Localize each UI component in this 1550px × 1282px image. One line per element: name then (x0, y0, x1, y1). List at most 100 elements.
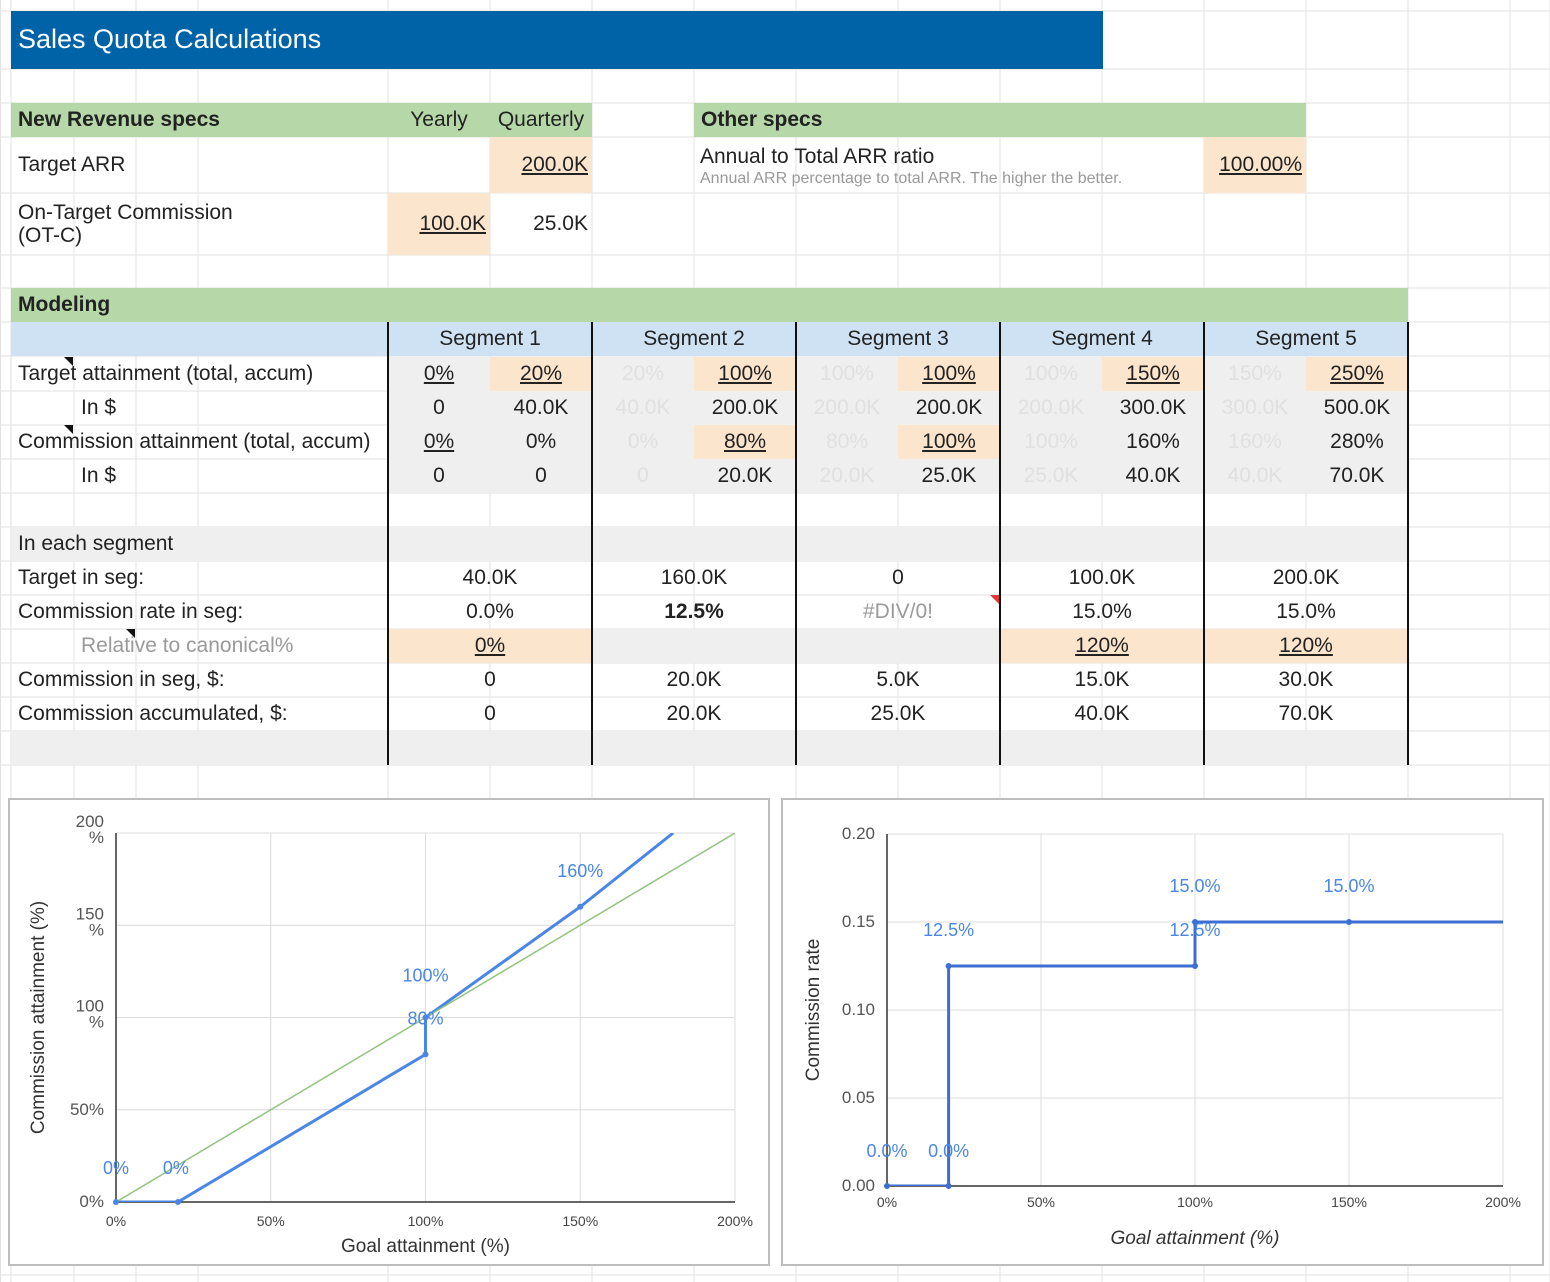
otc-label: On-Target Commission (OT-C) (18, 200, 233, 247)
x-tick-label: 150% (562, 1213, 598, 1229)
target-usd-cell[interactable]: 200.0K (1000, 391, 1102, 425)
y-axis-title: Commission rate (803, 939, 824, 1082)
commission-accum-cell[interactable]: 0 (484, 702, 496, 726)
target-usd-cell[interactable]: 200.0K (796, 391, 898, 425)
commission-in-seg-cell[interactable]: 20.0K (666, 668, 722, 692)
data-point (1346, 919, 1352, 925)
commission-usd-cell[interactable]: 0 (388, 459, 490, 493)
commission-attainment-cell[interactable]: 0% (388, 425, 490, 459)
specs-header: New Revenue specs (18, 108, 220, 132)
commission-attainment-chart[interactable]: 0%50%100%150%200%0%50%100%150%200%0%0%80… (8, 798, 770, 1266)
commission-accum-cell[interactable]: 20.0K (666, 702, 722, 726)
target-attainment-cell[interactable]: 100% (898, 357, 1000, 391)
target-attainment-cell[interactable]: 100% (694, 357, 796, 391)
otc-quarterly-cell[interactable]: 25.0K (533, 212, 588, 236)
rate-in-seg-cell[interactable]: #DIV/0! (862, 600, 934, 624)
note-marker (64, 425, 73, 434)
target-in-seg-cell[interactable]: 200.0K (1272, 566, 1340, 590)
rate-in-seg-cell[interactable]: 15.0% (1276, 600, 1336, 624)
commission-accum-cell[interactable]: 70.0K (1278, 702, 1334, 726)
relative-canonical-cell[interactable]: 120% (1000, 629, 1204, 663)
target-usd-cell[interactable]: 0 (388, 391, 490, 425)
segment-header-5: Segment 5 (1255, 327, 1357, 351)
target-attainment-cell[interactable]: 100% (1000, 357, 1102, 391)
commission-usd-cell[interactable]: 25.0K (1000, 459, 1102, 493)
commission-usd-label: In $ (81, 464, 117, 488)
segment-divider (1407, 322, 1409, 765)
target-usd-cell[interactable]: 200.0K (694, 391, 796, 425)
ratio-value-cell[interactable]: 100.00% (1204, 137, 1306, 193)
x-axis-title: Goal attainment (%) (341, 1236, 510, 1257)
data-point (577, 903, 584, 910)
target-in-seg-cell[interactable]: 40.0K (462, 566, 518, 590)
target-attainment-cell[interactable]: 150% (1102, 357, 1204, 391)
data-label: 15.0% (1323, 876, 1374, 896)
target-attainment-cell[interactable]: 100% (796, 357, 898, 391)
rate-in-seg-cell[interactable]: 15.0% (1072, 600, 1132, 624)
commission-in-seg-cell[interactable]: 15.0K (1074, 668, 1130, 692)
commission-in-seg-cell[interactable]: 5.0K (876, 668, 920, 692)
data-label: 0% (163, 1158, 189, 1178)
x-tick-label: 50% (1027, 1194, 1055, 1210)
y-tick-label: 0.20 (842, 824, 875, 843)
commission-attainment-cell[interactable]: 160% (1102, 425, 1204, 459)
relative-canonical-cell[interactable] (796, 629, 1000, 663)
target-in-seg-cell[interactable]: 160.0K (660, 566, 728, 590)
commission-attainment-cell[interactable]: 280% (1306, 425, 1408, 459)
commission-usd-cell[interactable]: 70.0K (1306, 459, 1408, 493)
segment-divider (795, 322, 797, 765)
target-in-seg-label: Target in seg: (18, 566, 145, 590)
relative-canonical-cell[interactable]: 120% (1204, 629, 1408, 663)
commission-in-seg-cell[interactable]: 0 (484, 668, 496, 692)
target-attainment-label: Target attainment (total, accum) (18, 362, 314, 386)
relative-canonical-cell[interactable]: 0% (388, 629, 592, 663)
rate-in-seg-cell[interactable]: 12.5% (664, 600, 724, 624)
target-attainment-cell[interactable]: 0% (388, 357, 490, 391)
target-in-seg-cell[interactable]: 0 (892, 566, 904, 590)
segment-section-band (11, 527, 1408, 561)
commission-accum-cell[interactable]: 25.0K (870, 702, 926, 726)
commission-usd-cell[interactable]: 20.0K (694, 459, 796, 493)
data-point (422, 1014, 429, 1021)
target-attainment-cell[interactable]: 20% (592, 357, 694, 391)
other-specs-header: Other specs (694, 103, 1306, 137)
segment-header-band (11, 322, 1408, 356)
commission-rate-chart[interactable]: 0% 50% 100% 150% 200% 0.00 0.05 0.10 0.15 0.20 0.0… (781, 798, 1544, 1266)
commission-usd-cell[interactable]: 40.0K (1204, 459, 1306, 493)
data-label: 12.5% (923, 920, 974, 940)
rate-in-seg-cell[interactable]: 0.0% (466, 600, 514, 624)
commission-usd-cell[interactable]: 25.0K (898, 459, 1000, 493)
commission-accum-cell[interactable]: 40.0K (1074, 702, 1130, 726)
target-arr-quarterly-cell[interactable]: 200.0K (490, 137, 592, 193)
otc-yearly-cell[interactable]: 100.0K (388, 193, 490, 255)
commission-attainment-cell[interactable]: 100% (1000, 425, 1102, 459)
target-usd-cell[interactable]: 40.0K (490, 391, 592, 425)
data-point (945, 963, 952, 969)
y-tick-label: 0.15 (842, 912, 875, 931)
relative-canonical-cell[interactable] (592, 629, 796, 663)
data-point (1192, 919, 1198, 925)
commission-attainment-cell[interactable]: 160% (1204, 425, 1306, 459)
commission-usd-cell[interactable]: 40.0K (1102, 459, 1204, 493)
target-usd-cell[interactable]: 500.0K (1306, 391, 1408, 425)
commission-attainment-cell[interactable]: 80% (796, 425, 898, 459)
commission-attainment-cell[interactable]: 0% (592, 425, 694, 459)
data-point (113, 1199, 119, 1205)
target-usd-cell[interactable]: 40.0K (592, 391, 694, 425)
commission-in-seg-cell[interactable]: 30.0K (1278, 668, 1334, 692)
commission-usd-cell[interactable]: 20.0K (796, 459, 898, 493)
x-axis-title: Goal attainment (%) (1111, 1228, 1280, 1249)
target-attainment-cell[interactable]: 150% (1204, 357, 1306, 391)
segment-header-4: Segment 4 (1051, 327, 1153, 351)
target-usd-cell[interactable]: 300.0K (1204, 391, 1306, 425)
target-usd-cell[interactable]: 200.0K (898, 391, 1000, 425)
commission-attainment-cell[interactable]: 80% (694, 425, 796, 459)
target-attainment-cell[interactable]: 20% (490, 357, 592, 391)
target-attainment-cell[interactable]: 250% (1306, 357, 1408, 391)
commission-usd-cell[interactable]: 0 (490, 459, 592, 493)
commission-attainment-cell[interactable]: 0% (490, 425, 592, 459)
target-usd-cell[interactable]: 300.0K (1102, 391, 1204, 425)
target-in-seg-cell[interactable]: 100.0K (1068, 566, 1136, 590)
commission-usd-cell[interactable]: 0 (592, 459, 694, 493)
commission-attainment-cell[interactable]: 100% (898, 425, 1000, 459)
